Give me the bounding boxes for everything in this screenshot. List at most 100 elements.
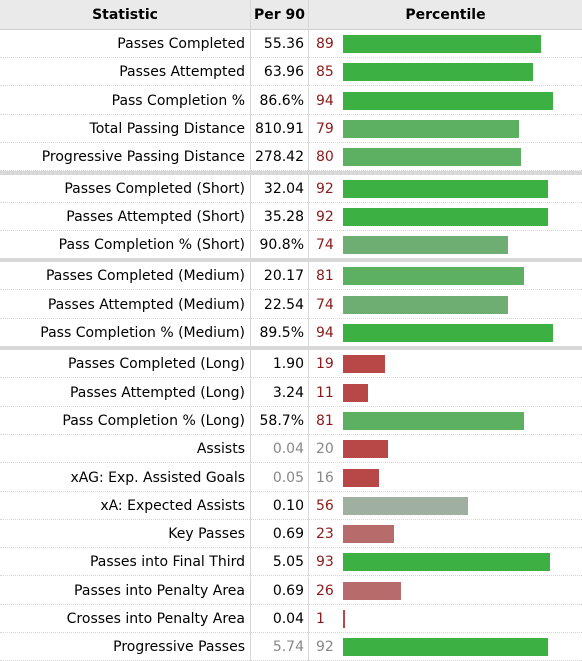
header-percentile[interactable]: Percentile [405, 7, 486, 23]
percentile-bar [343, 207, 549, 226]
percentile-label: 81 [316, 412, 334, 429]
percentile-bar [343, 148, 522, 167]
per90-value: 5.05 [251, 548, 309, 577]
table-row: Key Passes 0.69 23 [0, 520, 582, 549]
table-row: Passes Attempted (Long) 3.24 11 [0, 378, 582, 407]
stat-label: Pass Completion % (Long) [0, 406, 251, 435]
percentile-bar [343, 91, 553, 110]
percentile-label: 89 [316, 36, 334, 52]
percentile-label: 1 [316, 611, 325, 627]
header-per90[interactable]: Per 90 [251, 0, 309, 30]
table-row: Passes Attempted (Medium) 22.54 74 [0, 290, 582, 319]
stat-label: Passes Completed (Medium) [0, 262, 251, 291]
table-row: Passes Completed (Medium) 20.17 81 [0, 262, 582, 291]
percentile-bar [343, 440, 388, 459]
stat-label: Passes Attempted [0, 58, 251, 87]
table-row: Pass Completion % (Long) 58.7% 81 [0, 406, 582, 435]
per90-value: 35.28 [251, 202, 309, 231]
table-row: Passes Attempted 63.96 85 [0, 58, 582, 87]
percentile-label: 92 [316, 639, 334, 656]
per90-value: 1.90 [251, 350, 309, 379]
stat-label: Passes Completed (Short) [0, 174, 251, 203]
stat-label: Pass Completion % (Medium) [0, 319, 251, 347]
per90-value: 0.10 [251, 491, 309, 520]
stat-label: Crosses into Penalty Area [0, 605, 251, 633]
table-row: Pass Completion % (Medium) 89.5% 94 [0, 319, 582, 347]
stat-label: Passes into Final Third [0, 548, 251, 577]
stat-label: xA: Expected Assists [0, 491, 251, 520]
per90-value: 0.04 [251, 605, 309, 633]
percentile-bar [343, 610, 346, 628]
table-row: Passes into Penalty Area 0.69 26 [0, 576, 582, 605]
percentile-label: 92 [316, 208, 334, 225]
per90-value: 20.17 [251, 262, 309, 291]
per90-value: 90.8% [251, 231, 309, 260]
per90-value: 32.04 [251, 174, 309, 203]
percentile-bar [343, 411, 524, 430]
per90-value: 58.7% [251, 406, 309, 435]
per90-value: 63.96 [251, 58, 309, 87]
header-statistic[interactable]: Statistic [0, 0, 251, 30]
per90-value: 0.69 [251, 576, 309, 605]
percentile-bar [343, 468, 379, 487]
stat-label: Passes Attempted (Medium) [0, 290, 251, 319]
table-row: Passes into Final Third 5.05 93 [0, 548, 582, 577]
stat-label: Passes Attempted (Long) [0, 378, 251, 407]
percentile-label: 74 [316, 237, 334, 254]
percentile-bar [343, 383, 368, 402]
table-row: Assists 0.04 20 [0, 435, 582, 464]
table-row: xA: Expected Assists 0.10 56 [0, 491, 582, 520]
percentile-label: 56 [316, 497, 334, 514]
stat-label: Passes Completed (Long) [0, 350, 251, 379]
percentile-bar [343, 63, 533, 82]
per90-value: 89.5% [251, 319, 309, 347]
percentile-label: 81 [316, 268, 334, 285]
table-row: Passes Completed 55.36 89 [0, 30, 582, 58]
table-row: Passes Completed (Long) 1.90 19 [0, 350, 582, 379]
per90-value: 0.05 [251, 463, 309, 492]
stat-label: Pass Completion % [0, 86, 251, 115]
percentile-label: 23 [316, 526, 334, 543]
percentile-label: 80 [316, 149, 334, 166]
per90-value: 55.36 [251, 30, 309, 58]
stat-label: Progressive Passing Distance [0, 143, 251, 172]
stat-label: Key Passes [0, 520, 251, 549]
percentile-bar [343, 638, 549, 657]
percentile-label: 94 [316, 92, 334, 109]
per90-value: 22.54 [251, 290, 309, 319]
percentile-label: 93 [316, 554, 334, 571]
group-separator [0, 258, 582, 263]
per90-value: 0.69 [251, 520, 309, 549]
stat-label: Progressive Passes [0, 633, 251, 661]
percentile-bar [343, 119, 520, 138]
percentile-bar [343, 179, 549, 198]
table-header: Statistic Per 90 Percentile [0, 0, 582, 30]
percentile-label: 85 [316, 64, 334, 81]
stat-label: Assists [0, 435, 251, 464]
per90-value: 810.91 [251, 114, 309, 143]
table-row: Passes Completed (Short) 32.04 92 [0, 174, 582, 203]
group-separator [0, 170, 582, 175]
table-row: Pass Completion % 86.6% 94 [0, 86, 582, 115]
table-row: xAG: Exp. Assisted Goals 0.05 16 [0, 463, 582, 492]
stat-label: Total Passing Distance [0, 114, 251, 143]
percentile-bar [343, 553, 551, 572]
percentile-bar [343, 295, 509, 314]
percentile-label: 11 [316, 384, 334, 401]
stat-label: Passes into Penalty Area [0, 576, 251, 605]
stat-label: Pass Completion % (Short) [0, 231, 251, 260]
percentile-label: 92 [316, 180, 334, 197]
percentile-bar [343, 525, 395, 544]
percentile-label: 79 [316, 120, 334, 137]
percentile-label: 74 [316, 296, 334, 313]
per90-value: 0.04 [251, 435, 309, 464]
per90-value: 3.24 [251, 378, 309, 407]
percentile-label: 19 [316, 356, 334, 373]
table-row: Pass Completion % (Short) 90.8% 74 [0, 231, 582, 260]
percentile-label: 20 [316, 441, 334, 458]
per90-value: 5.74 [251, 633, 309, 661]
per90-value: 278.42 [251, 143, 309, 172]
group-separator [0, 346, 582, 351]
stat-label: Passes Completed [0, 30, 251, 58]
